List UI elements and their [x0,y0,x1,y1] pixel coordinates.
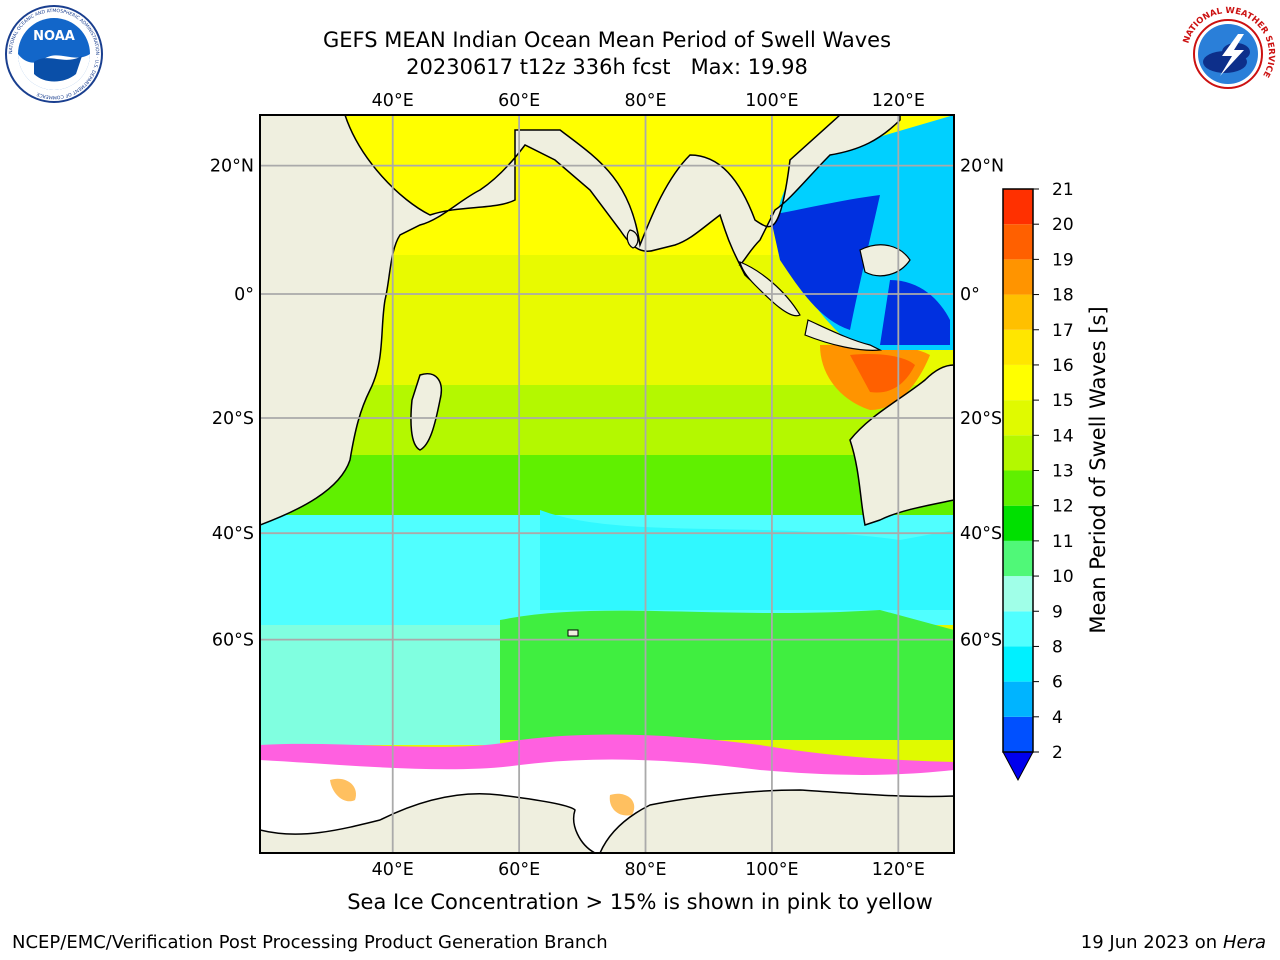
lon-tick-label-bottom: 60°E [498,860,540,880]
lon-tick-label-top: 80°E [624,91,666,111]
colorbar-tick-label: 13 [1052,462,1074,482]
colorbar-segment [1003,435,1033,471]
colorbar-segment [1003,716,1033,752]
colorbar-segment [1003,329,1033,365]
colorbar-tick-label: 20 [1052,215,1074,235]
colorbar-extend-arrow [1002,751,1034,782]
lon-tick-label-bottom: 40°E [372,860,414,880]
chart-title: GEFS MEAN Indian Ocean Mean Period of Sw… [322,28,892,52]
sea-ice-caption: Sea Ice Concentration > 15% is shown in … [347,890,933,914]
colorbar-segment [1003,540,1033,577]
colorbar-tick-label: 9 [1052,602,1063,622]
axis-labels: 40°E 40°E 60°E 60°E 80°E 80°E 100°E 100°E 120°E 1… [210,91,1004,880]
colorbar-tick-label: 16 [1052,356,1074,376]
lat-tick-label-right: 60°S [960,631,1002,651]
colorbar-tick-label: 12 [1052,497,1074,517]
lat-tick-label-right: 20°N [960,157,1004,177]
colorbar-tick-label: 21 [1052,180,1074,200]
colorbar-tick-label: 14 [1052,426,1074,446]
gridlines [260,115,954,853]
lat-tick-label-left: 20°S [212,409,254,429]
lon-tick-label-top: 60°E [498,91,540,111]
lat-tick-label-left: 0° [234,285,254,305]
colorbar-segment [1003,646,1033,682]
lon-tick-label-bottom: 100°E [745,860,798,880]
ice-patch [330,778,356,802]
colorbar-tick-label: 4 [1052,708,1063,728]
band-subtropics [260,385,954,455]
colorbar-segment [1003,576,1033,612]
map-frame [259,114,955,854]
sri-lanka-land [626,229,639,249]
colorbar-tick-label: 10 [1052,567,1074,587]
chart-subtitle: 20230617 t12z 336h fcst Max: 19.98 [406,55,808,79]
java-sea-blue [770,195,880,330]
colorbar-tick-label: 6 [1052,673,1063,693]
lon-tick-label-top: 100°E [745,91,798,111]
lat-tick-label-left: 40°S [212,524,254,544]
ice-patch [609,793,635,816]
footer-machine: Hera [1222,932,1266,953]
antarctica-land-east [599,789,954,853]
madagascar-land [410,373,442,451]
colorbar-tick-label: 15 [1052,391,1074,411]
band-southwest [260,625,500,745]
sumatra-land [739,261,801,317]
lat-tick-label-left: 20°N [210,157,254,177]
footer-date: 19 Jun 2023 on Hera [1081,932,1266,953]
kerguelen-island [567,629,579,637]
colorbar-segment [1003,505,1033,541]
lon-tick-label-top: 120°E [872,91,925,111]
colorbar-segment [1003,294,1033,330]
lat-tick-label-right: 40°S [960,524,1002,544]
band-midlat [260,455,954,515]
noaa-logo-icon: NOAA NATIONAL OCEANIC AND ATMOSPHERIC AD… [5,5,103,103]
colorbar-segment [1003,611,1033,647]
antarctica-land-west [260,792,596,853]
colorbar-segment [1003,259,1033,295]
band-cyan-center [540,510,954,610]
colorbar-segment [1003,189,1033,225]
lon-tick-label-top: 40°E [372,91,414,111]
lat-tick-label-right: 20°S [960,409,1002,429]
footer-credit: NCEP/EMC/Verification Post Processing Pr… [12,932,608,953]
band-south-green [500,610,954,740]
colorbar-tick-label: 18 [1052,286,1074,306]
lon-tick-label-bottom: 80°E [624,860,666,880]
lat-tick-label-right: 0° [960,285,980,305]
lat-tick-label-left: 60°S [212,631,254,651]
colorbar-segment [1003,681,1033,717]
colorbar-segment [1003,470,1033,506]
colorbar-segment [1003,224,1033,260]
colorbar-label: Mean Period of Swell Waves [s] [1086,306,1110,633]
colorbar-tick-label: 11 [1052,532,1074,552]
colorbar-segment [1003,364,1033,401]
noaa-logo-text: NOAA [33,29,75,44]
colorbar: 2 4 6 8 9 10 11 12 13 14 15 16 17 18 19 20 21 [1002,180,1074,782]
lon-tick-label-bottom: 120°E [872,860,925,880]
colorbar-tick-label: 8 [1052,637,1063,657]
footer-date-text: 19 Jun 2023 on [1080,932,1218,953]
colorbar-tick-label: 2 [1052,743,1063,763]
colorbar-tick-label: 17 [1052,321,1074,341]
java-land [804,319,883,351]
colorbar-tick-label: 19 [1052,250,1074,270]
colorbar-segment [1003,400,1033,436]
nws-logo-icon: NATIONAL WEATHER SERVICE [1180,6,1276,102]
